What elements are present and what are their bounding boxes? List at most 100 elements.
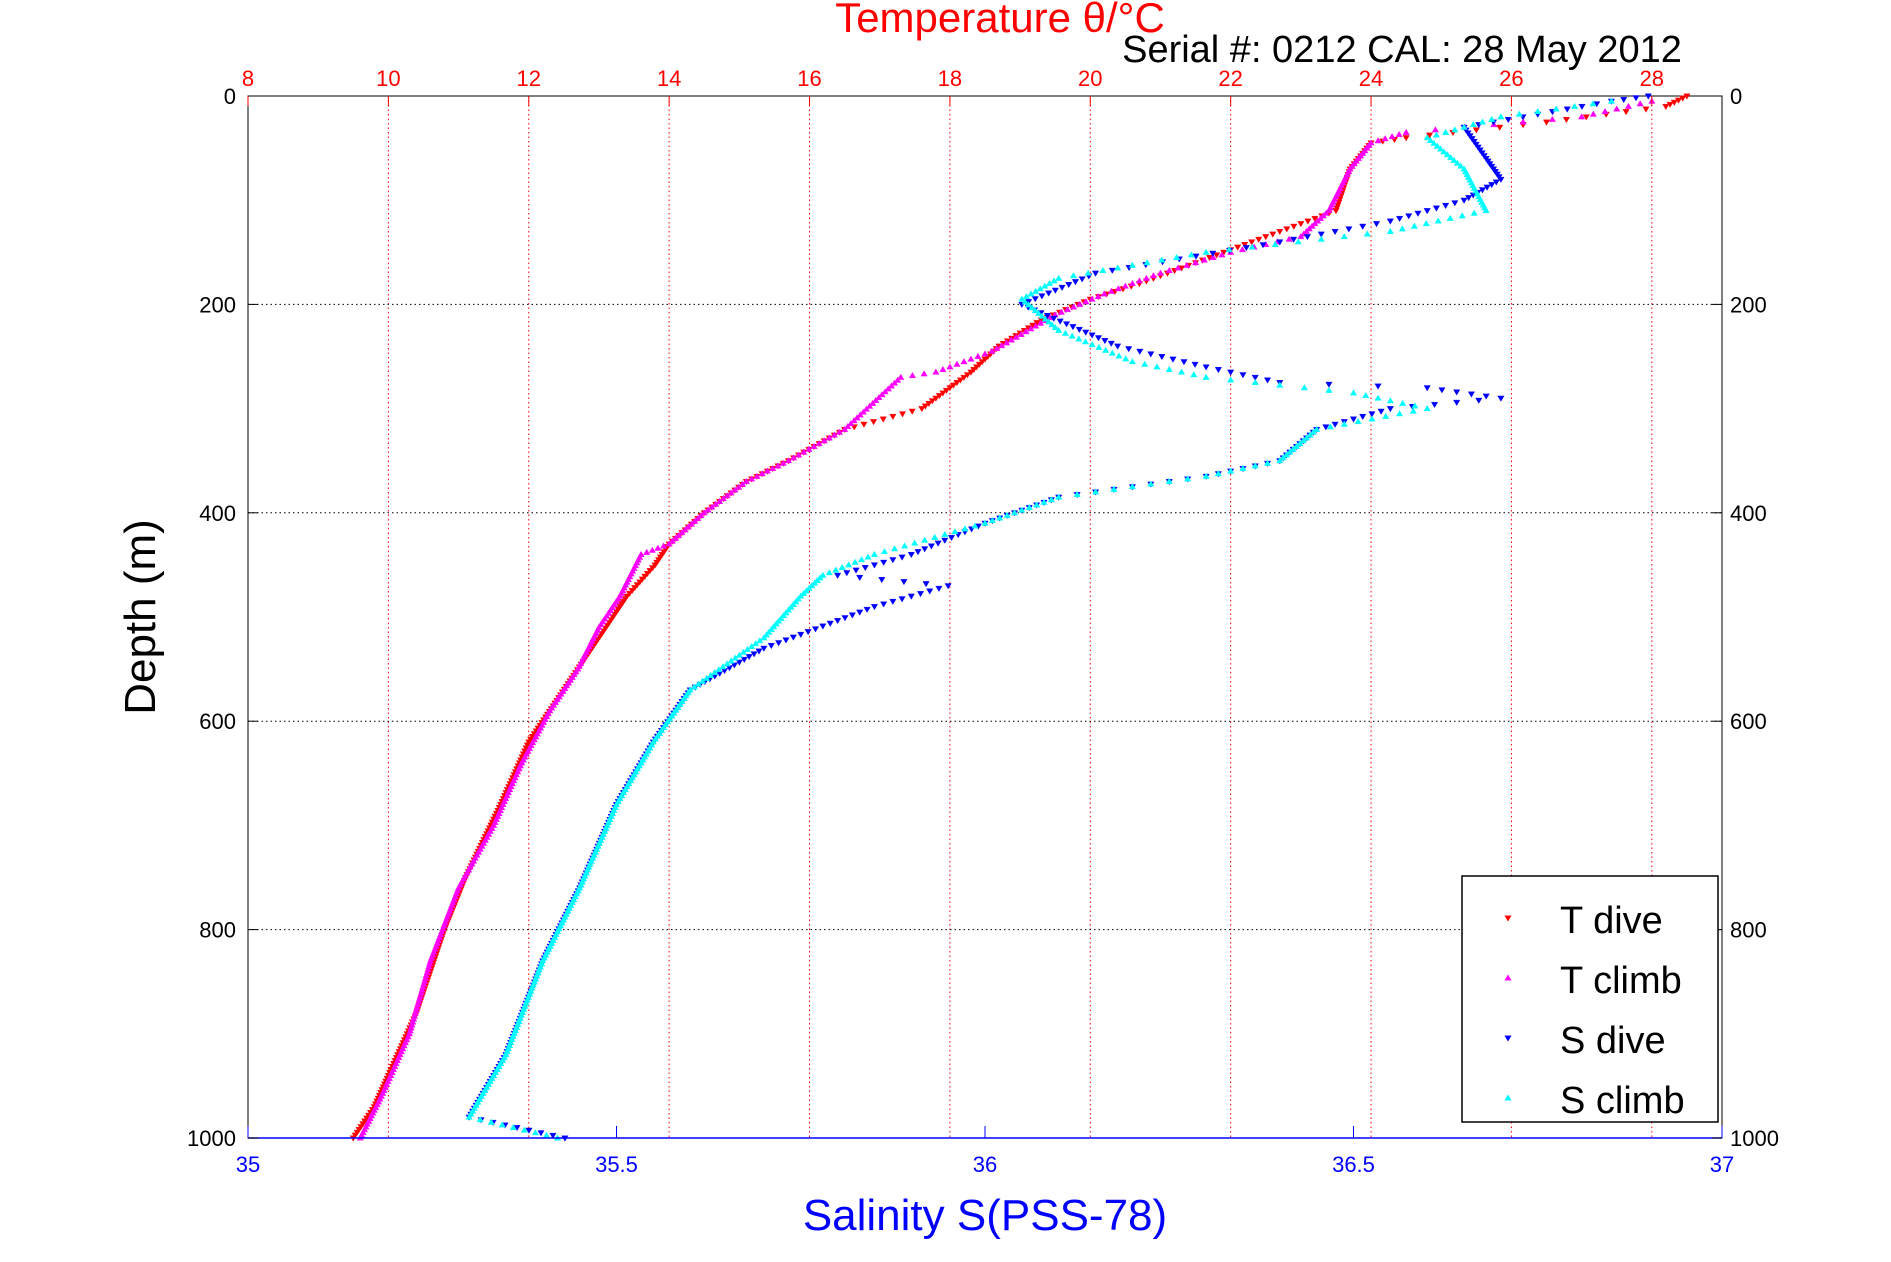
data-point [1190,371,1198,378]
y-tick-label-left: 400 [199,501,236,526]
data-point [1571,102,1579,109]
data-point [1183,261,1191,268]
data-point [1460,197,1468,204]
data-point [738,480,747,487]
y-tick-label-right: 200 [1730,292,1767,317]
data-point [1202,364,1210,371]
data-point [1271,240,1279,247]
data-point [1382,412,1390,419]
data-point [687,520,696,527]
y-tick-label-left: 800 [199,918,236,943]
data-point [835,428,844,435]
data-point [916,591,925,598]
data-point [1153,363,1161,370]
data-point [1395,130,1403,137]
data-point [1396,410,1404,417]
data-point [716,497,724,504]
data-point [834,572,842,579]
y-tick-label-right: 0 [1730,84,1742,109]
data-series [349,93,1691,1142]
bottom-tick-label: 35 [236,1152,260,1177]
data-point [826,620,834,627]
data-point [1319,212,1327,219]
data-point [900,579,908,586]
data-point [889,598,897,605]
data-point [1177,368,1186,375]
data-point [1269,231,1277,238]
data-point [1362,391,1370,399]
data-point [914,549,922,556]
data-point [1078,276,1086,283]
data-point [838,563,846,570]
top-tick-label: 22 [1218,66,1242,91]
data-point [727,657,735,664]
data-point [1108,349,1116,356]
data-point [1102,346,1110,353]
data-point [1125,346,1133,353]
data-point [1082,329,1090,336]
data-point [1038,293,1046,300]
y-tick-label-right: 600 [1730,709,1767,734]
data-point [1045,290,1053,297]
data-point [1073,490,1081,498]
data-point [1032,322,1040,329]
data-point [880,559,888,566]
data-point [1050,315,1058,322]
top-tick-label: 16 [797,66,821,91]
data-point [742,477,750,484]
data-point [697,512,705,519]
data-point [1241,242,1249,249]
data-point [1227,376,1235,383]
data-point [1092,270,1100,277]
data-point [1094,335,1103,342]
data-point [1251,374,1259,381]
data-point [1451,126,1459,133]
data-point [723,492,731,499]
data-point [704,506,712,513]
data-point [898,411,907,418]
data-point [941,537,949,544]
data-point [1607,97,1615,104]
data-point [1442,128,1450,135]
data-point [700,509,708,516]
data-point [1303,434,1311,441]
data-point [1114,264,1122,271]
data-point [1003,339,1011,346]
data-point [763,467,771,474]
data-point [1057,308,1065,315]
data-point [1107,340,1115,347]
data-point [863,606,871,613]
data-point [1081,338,1090,345]
data-point [1410,222,1418,229]
data-point [870,562,878,569]
data-point [802,587,810,594]
data-point [1447,153,1455,161]
legend-label: S climb [1560,1080,1685,1122]
data-point [1443,151,1451,158]
data-point [981,350,989,357]
bottom-tick-label: 37 [1710,1152,1734,1177]
data-point [739,648,747,655]
data-point [1497,395,1505,402]
data-point [804,629,812,636]
data-point [719,663,727,670]
data-point [1032,287,1040,294]
data-point [1038,312,1046,319]
data-point [1143,259,1151,266]
data-point [1227,369,1235,376]
data-point [1061,329,1069,336]
data-point [825,569,833,576]
data-point [1239,464,1247,471]
data-point [859,408,867,415]
data-point [1165,477,1173,484]
data-point [1313,425,1321,432]
data-point [1088,332,1096,339]
data-point [996,514,1004,521]
data-point [1018,506,1026,513]
data-point [1017,330,1025,337]
data-point [1386,218,1394,225]
data-point [525,1127,533,1134]
data-point [1368,415,1376,422]
data-point [1458,212,1466,219]
data-point [1377,408,1385,415]
